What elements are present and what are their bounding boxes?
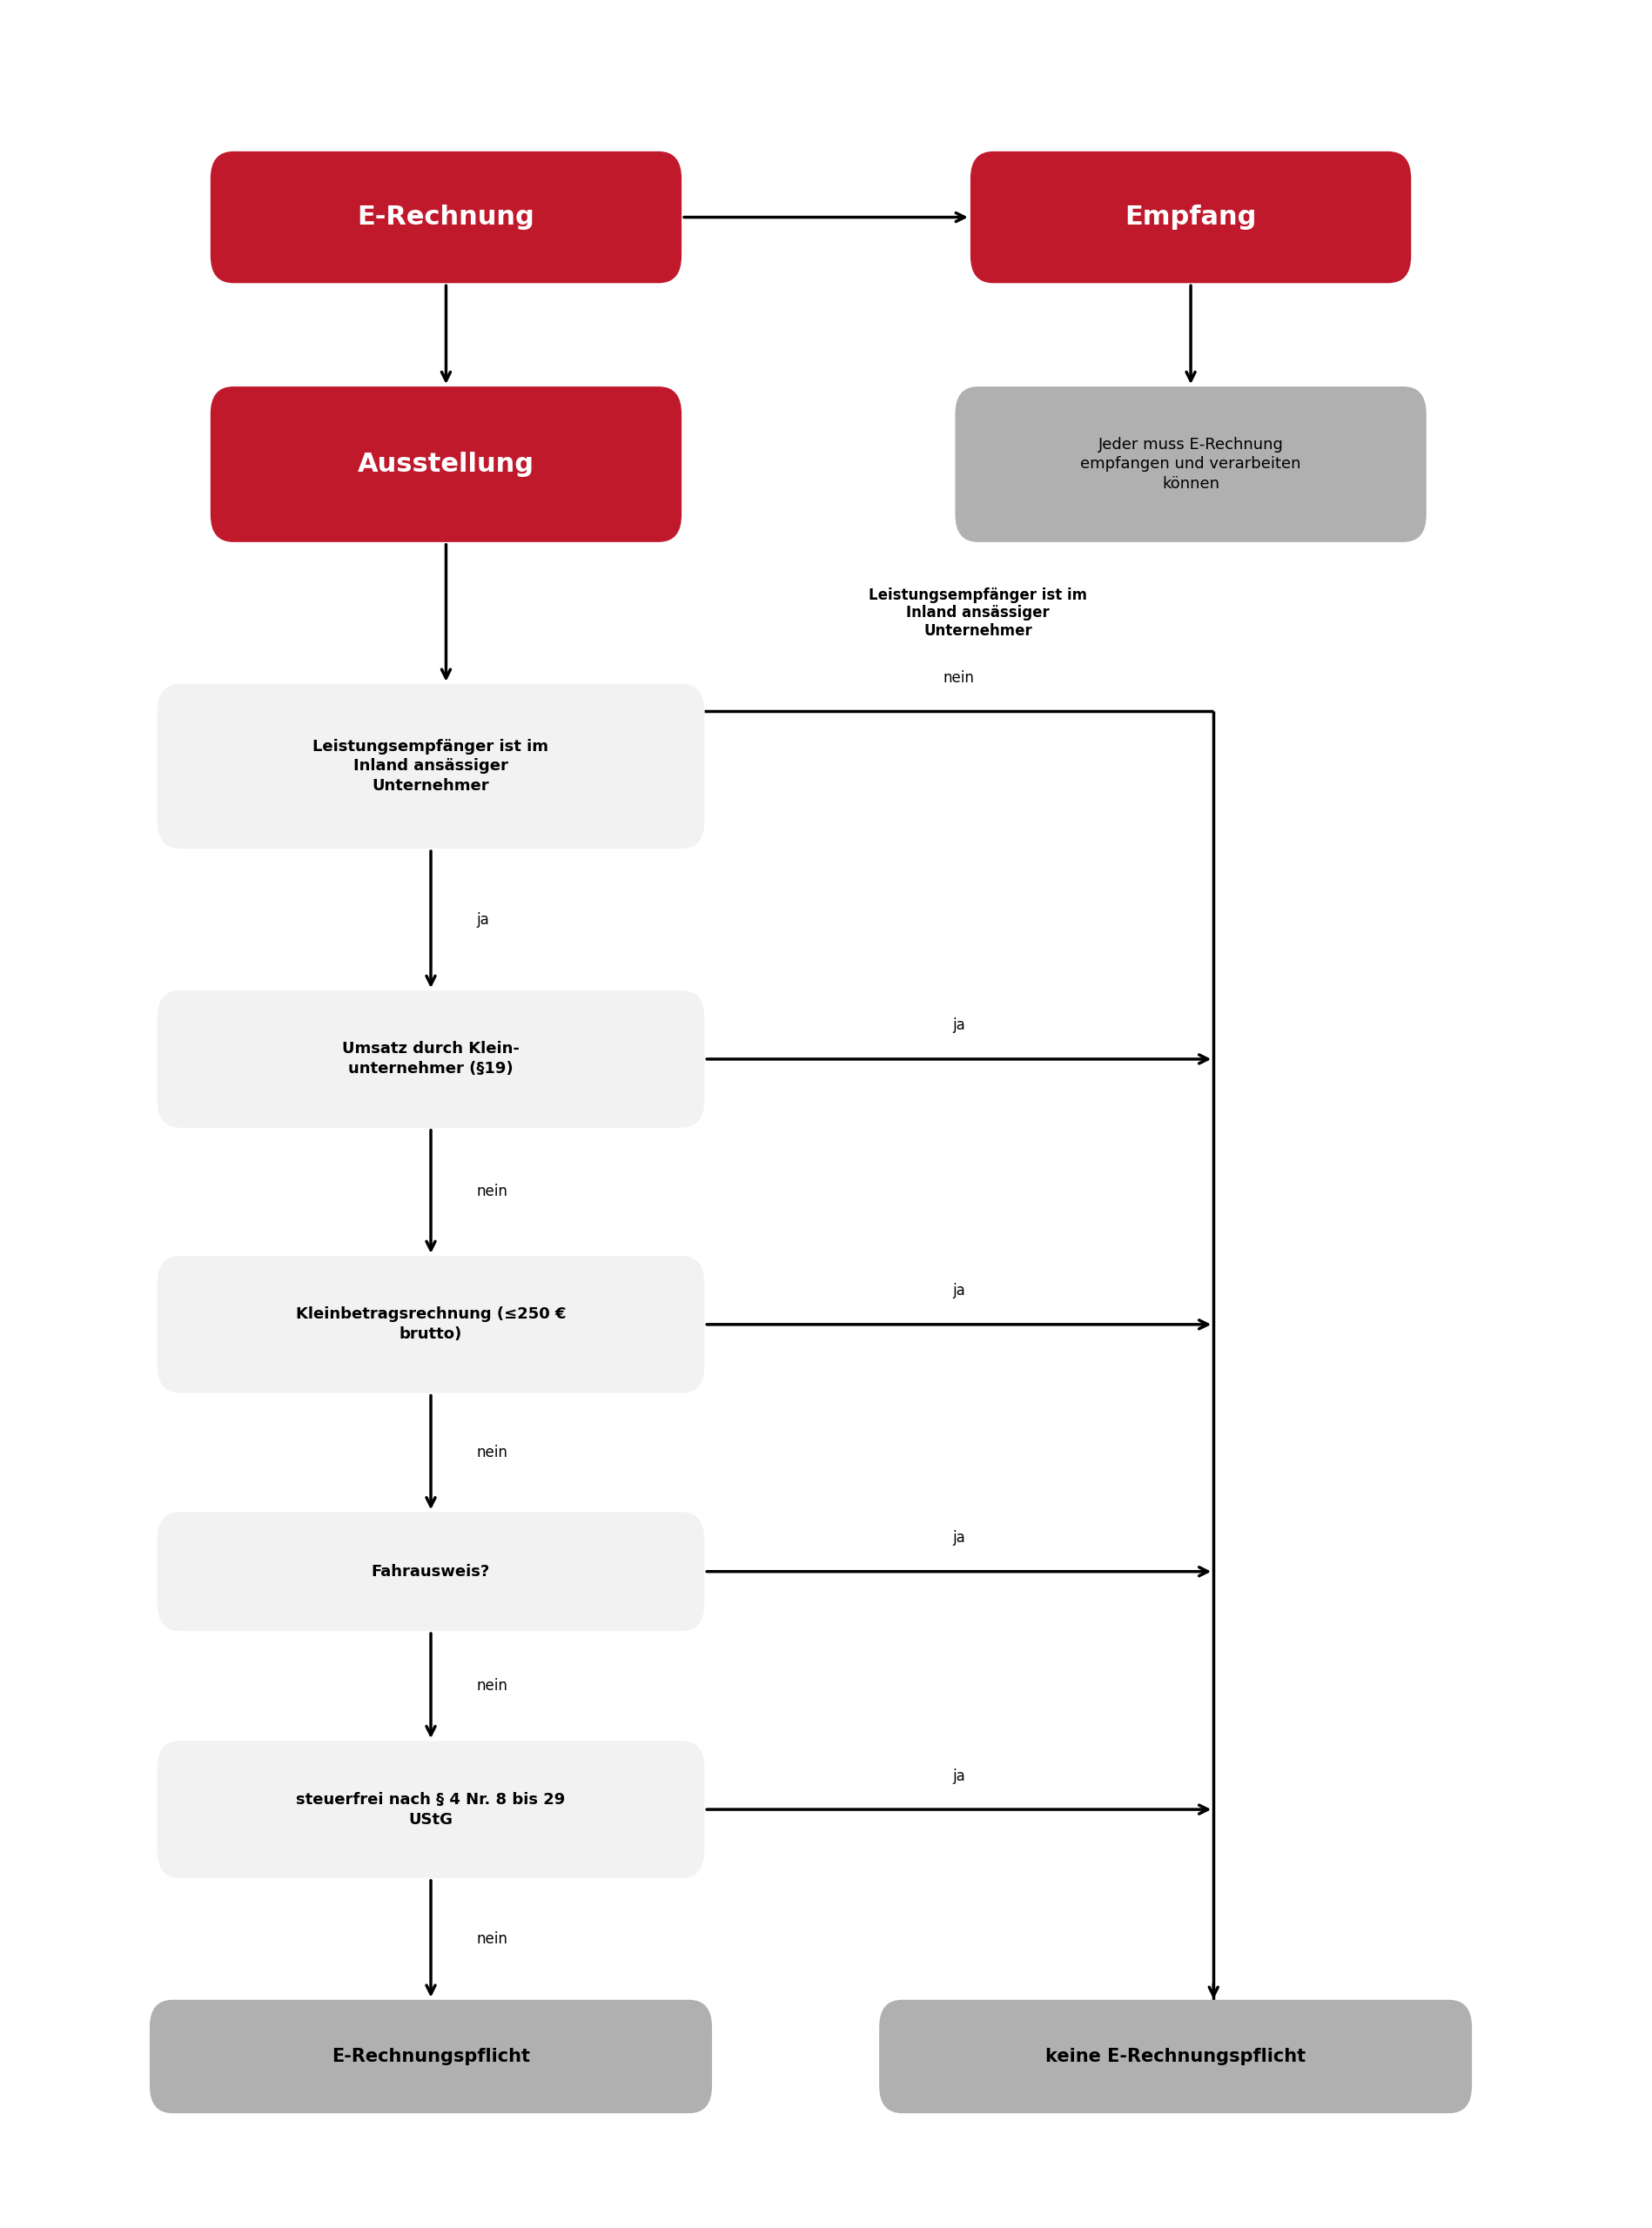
FancyBboxPatch shape (970, 152, 1411, 283)
Text: Leistungsempfänger ist im
Inland ansässiger
Unternehmer: Leistungsempfänger ist im Inland ansässi… (869, 586, 1087, 639)
Text: Kleinbetragsrechnung (≤250 €
brutto): Kleinbetragsrechnung (≤250 € brutto) (296, 1306, 567, 1341)
FancyBboxPatch shape (879, 2001, 1472, 2112)
Text: Empfang: Empfang (1125, 205, 1257, 229)
Text: ja: ja (476, 911, 489, 927)
Text: ja: ja (953, 1018, 965, 1034)
FancyBboxPatch shape (210, 385, 682, 541)
FancyBboxPatch shape (150, 2001, 712, 2112)
Text: nein: nein (476, 1183, 507, 1199)
FancyBboxPatch shape (157, 1740, 704, 1878)
Text: nein: nein (476, 1678, 507, 1693)
Text: Jeder muss E-Rechnung
empfangen und verarbeiten
können: Jeder muss E-Rechnung empfangen und vera… (1080, 437, 1302, 492)
FancyBboxPatch shape (210, 152, 682, 283)
FancyBboxPatch shape (955, 385, 1426, 541)
FancyBboxPatch shape (157, 684, 704, 849)
Text: ja: ja (953, 1283, 965, 1299)
Text: E-Rechnungspflicht: E-Rechnungspflicht (332, 2048, 530, 2065)
Text: Leistungsempfänger ist im
Inland ansässiger
Unternehmer: Leistungsempfänger ist im Inland ansässi… (312, 737, 548, 793)
Text: Umsatz durch Klein-
unternehmer (§19): Umsatz durch Klein- unternehmer (§19) (342, 1040, 520, 1076)
Text: Ausstellung: Ausstellung (358, 452, 534, 477)
Text: nein: nein (476, 1932, 507, 1947)
Text: nein: nein (476, 1444, 507, 1459)
FancyBboxPatch shape (157, 991, 704, 1127)
Text: steuerfrei nach § 4 Nr. 8 bis 29
UStG: steuerfrei nach § 4 Nr. 8 bis 29 UStG (296, 1791, 565, 1827)
Text: Fahrausweis?: Fahrausweis? (372, 1564, 491, 1580)
Text: E-Rechnung: E-Rechnung (357, 205, 535, 229)
Text: ja: ja (953, 1531, 965, 1546)
FancyBboxPatch shape (157, 1513, 704, 1631)
FancyBboxPatch shape (157, 1257, 704, 1392)
Text: ja: ja (953, 1769, 965, 1785)
Text: nein: nein (943, 671, 975, 686)
Text: keine E-Rechnungspflicht: keine E-Rechnungspflicht (1046, 2048, 1305, 2065)
